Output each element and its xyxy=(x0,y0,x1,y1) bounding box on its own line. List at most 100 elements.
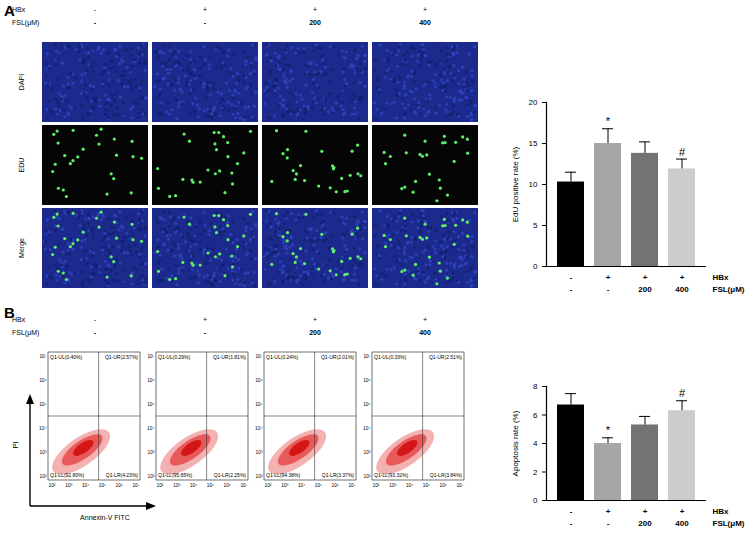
svg-text:-: - xyxy=(94,316,97,323)
svg-text:*: * xyxy=(606,115,611,127)
svg-text:Q1-UR(2.57%): Q1-UR(2.57%) xyxy=(105,354,138,360)
svg-text:Q1-LL(92.80%): Q1-LL(92.80%) xyxy=(50,472,85,478)
svg-text:Q1-UL(0.29%): Q1-UL(0.29%) xyxy=(158,354,191,360)
svg-text:10⁶: 10⁶ xyxy=(332,483,339,488)
svg-text:10²: 10² xyxy=(364,474,371,479)
svg-text:Q1-LR(2.25%): Q1-LR(2.25%) xyxy=(214,472,247,478)
svg-text:HBx: HBx xyxy=(12,6,26,13)
svg-text:#: # xyxy=(679,146,686,158)
svg-text:10⁵: 10⁵ xyxy=(315,483,322,488)
svg-text:FSL(μM): FSL(μM) xyxy=(12,329,39,337)
svg-text:10²: 10² xyxy=(148,474,155,479)
svg-text:-: - xyxy=(570,519,573,528)
svg-text:-: - xyxy=(607,519,610,528)
svg-text:10⁵: 10⁵ xyxy=(363,402,370,407)
svg-text:10⁶: 10⁶ xyxy=(363,378,370,383)
svg-text:FSL(μM): FSL(μM) xyxy=(713,285,745,294)
svg-text:10⁶: 10⁶ xyxy=(147,378,154,383)
svg-text:6: 6 xyxy=(533,411,538,420)
svg-text:+: + xyxy=(606,507,611,516)
svg-text:Q1-LL(94.38%): Q1-LL(94.38%) xyxy=(266,472,301,478)
svg-text:10⁷: 10⁷ xyxy=(456,483,463,488)
svg-text:EdU positive rate (%): EdU positive rate (%) xyxy=(511,146,520,222)
svg-text:10⁴: 10⁴ xyxy=(39,426,46,431)
svg-text:Q1-UL(0.33%): Q1-UL(0.33%) xyxy=(374,354,407,360)
svg-text:10⁵: 10⁵ xyxy=(147,402,154,407)
svg-text:10⁴: 10⁴ xyxy=(298,483,305,488)
svg-text:10²: 10² xyxy=(40,474,47,479)
svg-text:10³: 10³ xyxy=(256,450,263,455)
svg-text:10²: 10² xyxy=(265,483,272,488)
svg-text:10⁴: 10⁴ xyxy=(406,483,413,488)
svg-text:Q1-UR(1.81%): Q1-UR(1.81%) xyxy=(213,354,246,360)
svg-text:+: + xyxy=(423,316,427,323)
svg-text:PI: PI xyxy=(11,441,20,449)
svg-text:Q1-UR(2.01%): Q1-UR(2.01%) xyxy=(321,354,354,360)
svg-text:+: + xyxy=(643,507,648,516)
svg-text:Annexin-V FITC: Annexin-V FITC xyxy=(80,514,130,521)
svg-text:2: 2 xyxy=(533,468,538,477)
svg-text:10: 10 xyxy=(529,180,538,189)
svg-text:-: - xyxy=(570,273,573,282)
svg-text:-: - xyxy=(570,285,573,294)
svg-text:10⁴: 10⁴ xyxy=(255,426,262,431)
svg-text:10³: 10³ xyxy=(364,450,371,455)
svg-text:+: + xyxy=(680,273,685,282)
svg-text:+: + xyxy=(643,273,648,282)
svg-text:Apoptosis rate (%): Apoptosis rate (%) xyxy=(511,410,520,476)
svg-text:400: 400 xyxy=(419,329,431,336)
svg-text:10⁴: 10⁴ xyxy=(190,483,197,488)
svg-text:10⁷: 10⁷ xyxy=(255,354,262,359)
svg-text:10³: 10³ xyxy=(148,450,155,455)
svg-text:DAPI: DAPI xyxy=(18,74,25,90)
svg-text:10³: 10³ xyxy=(40,450,47,455)
svg-text:Q1-UR(2.51%): Q1-UR(2.51%) xyxy=(429,354,462,360)
svg-text:400: 400 xyxy=(675,285,689,294)
svg-text:5: 5 xyxy=(533,221,538,230)
svg-text:10³: 10³ xyxy=(173,483,180,488)
svg-text:0: 0 xyxy=(533,262,538,271)
svg-text:10³: 10³ xyxy=(65,483,72,488)
svg-text:10⁶: 10⁶ xyxy=(116,483,123,488)
svg-text:Merge: Merge xyxy=(18,238,26,258)
svg-text:200: 200 xyxy=(638,519,652,528)
svg-text:10⁵: 10⁵ xyxy=(423,483,430,488)
svg-text:-: - xyxy=(204,329,207,336)
svg-text:10⁵: 10⁵ xyxy=(39,402,46,407)
svg-text:4: 4 xyxy=(533,439,538,448)
svg-text:+: + xyxy=(423,6,427,13)
svg-text:10⁶: 10⁶ xyxy=(224,483,231,488)
svg-text:EDU: EDU xyxy=(18,158,25,173)
svg-text:-: - xyxy=(607,285,610,294)
svg-text:+: + xyxy=(680,507,685,516)
svg-text:200: 200 xyxy=(309,19,321,26)
svg-text:8: 8 xyxy=(533,382,538,391)
svg-text:10⁷: 10⁷ xyxy=(348,483,355,488)
svg-text:10⁷: 10⁷ xyxy=(363,354,370,359)
svg-text:10⁶: 10⁶ xyxy=(440,483,447,488)
svg-text:-: - xyxy=(570,507,573,516)
svg-text:Q1-UL(0.24%): Q1-UL(0.24%) xyxy=(266,354,299,360)
svg-text:10³: 10³ xyxy=(281,483,288,488)
svg-text:Q1-LR(3.84%): Q1-LR(3.84%) xyxy=(430,472,463,478)
svg-text:10²: 10² xyxy=(157,483,164,488)
svg-text:#: # xyxy=(679,387,686,399)
svg-text:-: - xyxy=(94,329,97,336)
svg-text:400: 400 xyxy=(419,19,431,26)
svg-text:15: 15 xyxy=(529,139,538,148)
svg-text:+: + xyxy=(606,273,611,282)
svg-text:HBx: HBx xyxy=(713,273,730,282)
svg-text:Q1-UL(0.40%): Q1-UL(0.40%) xyxy=(50,354,83,360)
svg-text:200: 200 xyxy=(638,285,652,294)
svg-text:+: + xyxy=(203,316,207,323)
svg-text:Q1-LR(3.37%): Q1-LR(3.37%) xyxy=(322,472,355,478)
svg-text:10⁵: 10⁵ xyxy=(207,483,214,488)
svg-text:Q1-LL(95.65%): Q1-LL(95.65%) xyxy=(158,472,193,478)
svg-text:200: 200 xyxy=(309,329,321,336)
svg-text:10⁶: 10⁶ xyxy=(39,378,46,383)
svg-text:-: - xyxy=(204,19,207,26)
svg-text:10⁴: 10⁴ xyxy=(363,426,370,431)
svg-text:-: - xyxy=(94,6,97,13)
svg-text:*: * xyxy=(606,424,611,436)
svg-text:10⁴: 10⁴ xyxy=(147,426,154,431)
